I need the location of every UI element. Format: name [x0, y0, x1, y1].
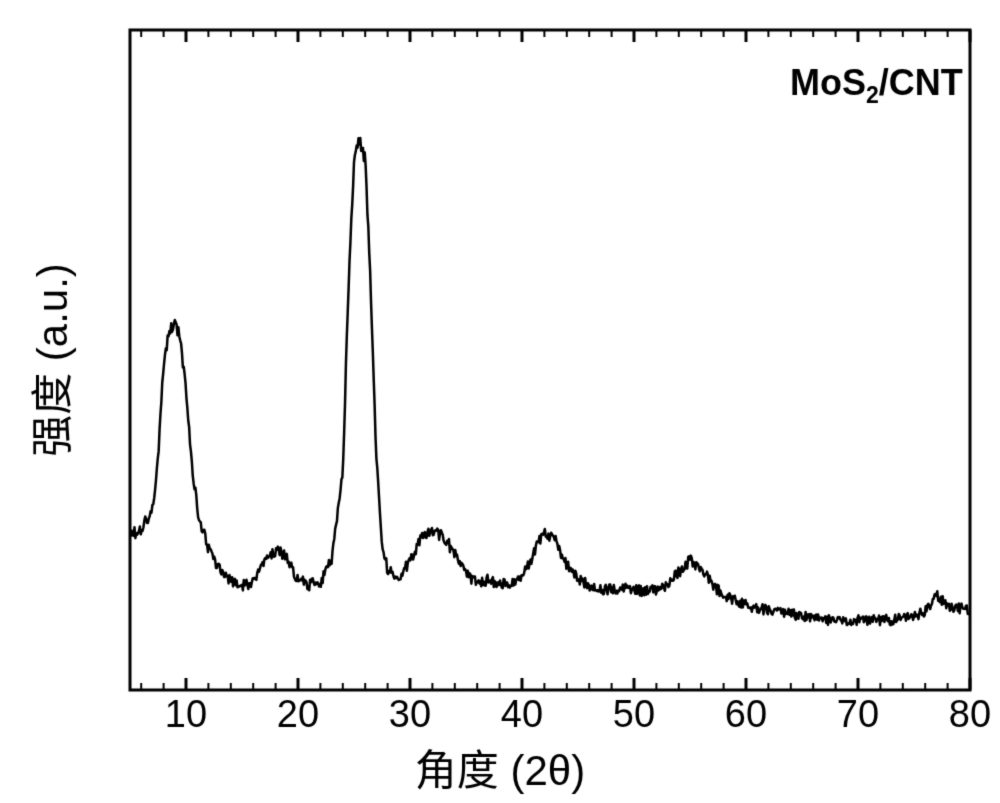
xrd-chart [0, 0, 1000, 803]
